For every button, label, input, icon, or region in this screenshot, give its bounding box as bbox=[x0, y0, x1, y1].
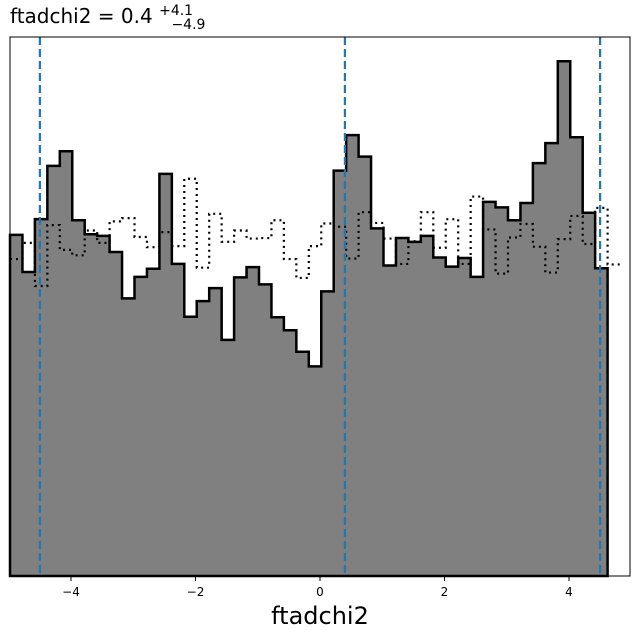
title-lower-error: −4.9 bbox=[171, 17, 205, 33]
histogram-bin bbox=[84, 234, 98, 577]
histogram-bin bbox=[358, 156, 372, 576]
histogram-bin bbox=[507, 220, 521, 576]
x-tick-label: 4 bbox=[565, 585, 573, 599]
x-axis-ticks: −4 −2 0 2 4 bbox=[62, 576, 573, 599]
histogram-bin bbox=[308, 366, 322, 576]
x-tick-label: −2 bbox=[187, 585, 205, 599]
histogram-bin bbox=[483, 201, 497, 576]
histogram-bin bbox=[97, 235, 111, 577]
histogram-bin bbox=[171, 263, 185, 576]
histogram-bin bbox=[433, 257, 447, 576]
histogram-bin bbox=[346, 135, 360, 576]
histogram-bin bbox=[258, 284, 272, 576]
histogram-bin bbox=[59, 151, 73, 576]
title-upper-error: +4.1 bbox=[159, 3, 193, 19]
x-axis-label: ftadchi2 bbox=[271, 602, 369, 630]
histogram-bin bbox=[196, 301, 210, 576]
plot-content bbox=[8, 37, 621, 578]
histogram-bin bbox=[159, 173, 173, 576]
title-equals: = bbox=[98, 4, 121, 28]
chart-title: ftadchi2 = 0.4 +4.1 −4.9 bbox=[10, 0, 205, 33]
histogram-bin bbox=[283, 330, 297, 576]
histogram-bin bbox=[321, 291, 335, 576]
histogram-bin bbox=[458, 257, 472, 576]
x-tick-label: −4 bbox=[62, 585, 80, 599]
x-tick-label: 0 bbox=[316, 585, 324, 599]
histogram-bin bbox=[271, 317, 285, 576]
histogram-bin bbox=[333, 170, 347, 576]
histogram-bin bbox=[582, 212, 596, 577]
histogram-bin bbox=[134, 276, 148, 576]
histogram-bin bbox=[209, 288, 223, 576]
histogram-bin bbox=[532, 163, 546, 576]
histogram-bin bbox=[470, 276, 484, 576]
x-tick-label: 2 bbox=[441, 585, 449, 599]
histogram-bin bbox=[246, 267, 260, 576]
title-median: 0.4 bbox=[121, 4, 153, 28]
histogram-bin bbox=[47, 165, 61, 577]
histogram-bin bbox=[408, 241, 422, 576]
histogram-bin bbox=[371, 228, 384, 576]
histogram-bin bbox=[34, 219, 48, 576]
histogram-bin bbox=[445, 266, 459, 576]
histogram-bin bbox=[570, 137, 584, 576]
histogram-bin bbox=[557, 61, 571, 576]
histogram-bin bbox=[184, 316, 198, 576]
histogram-bin bbox=[146, 268, 160, 576]
histogram-bin bbox=[22, 272, 36, 576]
title-parameter: ftadchi2 bbox=[10, 4, 91, 28]
histogram-bin bbox=[420, 235, 434, 577]
histogram-bin bbox=[395, 238, 409, 576]
histogram-bin bbox=[495, 207, 509, 576]
histogram-bin bbox=[234, 277, 248, 576]
histogram-bin bbox=[72, 220, 86, 576]
histogram-bin bbox=[545, 143, 559, 577]
plot-frame bbox=[9, 36, 631, 577]
histogram-bin bbox=[122, 298, 135, 576]
histogram-bin bbox=[221, 339, 235, 576]
histogram-bin bbox=[109, 252, 123, 576]
histogram-bin bbox=[10, 234, 23, 577]
histogram-bin bbox=[595, 268, 609, 576]
histogram-bin bbox=[296, 351, 310, 576]
histogram-bin bbox=[383, 265, 397, 576]
histogram-bin bbox=[520, 203, 534, 576]
